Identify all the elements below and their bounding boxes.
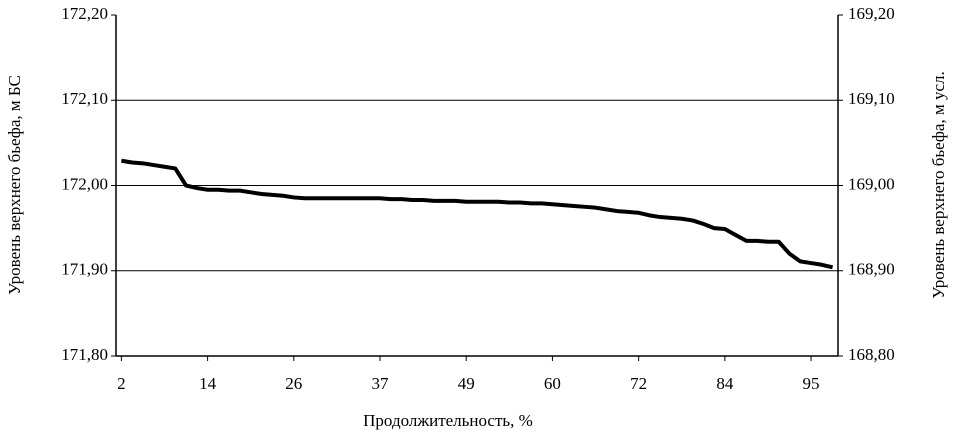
y-tick-label: 172,20 [61,4,108,23]
y2-tick-label: 169,20 [848,4,895,23]
x-tick-label: 72 [630,374,647,393]
y2-tick-label: 169,10 [848,89,895,108]
x-tick-label: 2 [117,374,126,393]
x-tick-label: 26 [285,374,302,393]
y-tick-label: 171,80 [61,345,108,364]
x-tick-label: 14 [199,374,217,393]
y2-tick-label: 168,80 [848,345,895,364]
y2-tick-label: 168,90 [848,260,895,279]
x-tick-label: 49 [458,374,475,393]
y2-axis-title: Уровень верхнего бьефа, м усл. [929,71,948,299]
x-tick-label: 95 [803,374,820,393]
y-axis-title: Уровень верхнего бьефа, м БС [5,75,24,295]
y-tick-label: 172,10 [61,89,108,108]
data-line [121,158,834,270]
y-tick-label: 171,90 [61,260,108,279]
x-tick-label: 84 [716,374,734,393]
x-tick-label: 60 [544,374,561,393]
x-axis-title: Продолжительность, % [363,411,533,430]
y-tick-label: 172,00 [61,174,108,193]
x-tick-label: 37 [372,374,390,393]
y2-tick-label: 169,00 [848,174,895,193]
